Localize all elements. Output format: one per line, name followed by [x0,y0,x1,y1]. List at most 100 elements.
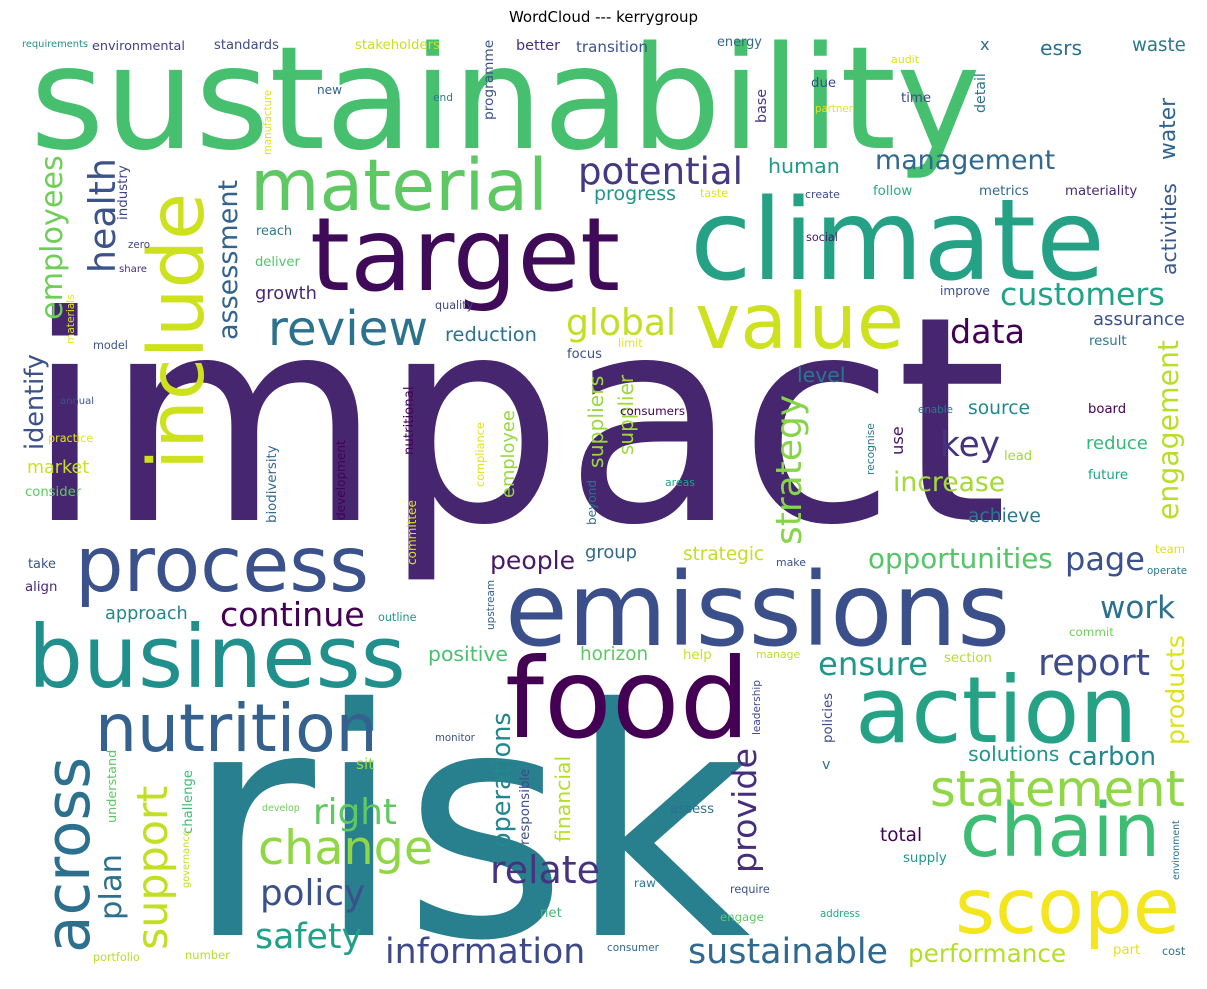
word-engage: engage [720,910,764,924]
word-carbon: carbon [1068,742,1157,772]
word-assess: assess [670,802,715,817]
word-align: align [25,580,58,595]
word-metrics: metrics [979,184,1029,199]
word-energy: energy [717,36,762,50]
word-esrs: esrs [1040,36,1083,60]
word-compliance: compliance [474,422,487,487]
word-market: market [27,458,90,478]
word-materiality: materiality [1065,184,1138,199]
word-performance: performance [908,939,1067,968]
word-x: x [980,36,990,54]
word-limit: limit [618,337,643,350]
word-growth: growth [255,283,317,304]
word-supply: supply [903,851,947,866]
word-change: change [258,821,434,876]
word-due: due [811,76,837,91]
word-sustainable: sustainable [688,932,889,970]
word-cloud: impact risk sustainability climate target emi… [20,36,1189,970]
word-opportunities: opportunities [868,542,1053,575]
word-development: development [334,440,348,520]
word-key: key [940,425,1001,465]
word-impact: impact [25,256,1008,588]
word-transition: transition [576,38,648,56]
word-make: make [776,556,806,569]
word-human: human [768,154,840,178]
word-cost: cost [1162,945,1186,958]
word-industry: industry [116,165,131,220]
word-v: v [822,757,831,773]
word-potential: potential [578,150,743,193]
word-increase: increase [893,467,1006,498]
word-operations: operations [487,712,517,848]
word-areas: areas [665,476,695,489]
word-beyond: beyond [585,479,599,525]
word-social: social [806,231,838,244]
word-time: time [901,91,932,106]
word-chain: chain [960,788,1161,874]
word-financial: financial [551,755,575,842]
word-base: base [754,88,770,123]
word-emissions: emissions [505,551,1011,670]
word-better: better [516,38,561,54]
word-challenge: challenge [181,770,196,834]
word-develop: develop [262,803,300,814]
word-value: value [695,278,904,367]
word-reduction: reduction [445,323,537,346]
word-source: source [968,398,1031,419]
word-quality: quality [435,299,474,312]
word-recognise: recognise [864,423,877,475]
word-employees: employees [35,155,70,320]
word-number: number [185,948,230,962]
word-water: water [1156,97,1181,160]
word-data: data [950,312,1025,351]
word-use: use [888,426,907,455]
word-committee: committee [405,500,419,565]
word-new: new [317,83,342,97]
word-consumers: consumers [620,404,686,418]
word-action: action [855,657,1138,764]
word-report: report [1038,641,1151,684]
word-page: page [1065,540,1145,578]
word-result: result [1089,334,1127,349]
word-customers: customers [1000,277,1165,313]
word-practice: practice [48,432,94,445]
word-identify: identify [20,354,50,450]
word-sustainability: sustainability [30,36,981,182]
word-global: global [566,302,677,344]
word-portfolio: portfolio [93,951,140,964]
word-right: right [313,792,397,833]
word-activities: activities [1157,183,1181,275]
word-understand: understand [105,749,120,823]
wordcloud-title: WordCloud --- kerrygroup [508,8,699,26]
word-programme: programme [481,39,497,120]
word-address: address [820,909,861,920]
word-ensure: ensure [818,645,929,683]
word-leadership: leadership [751,680,763,735]
word-information: information [385,932,586,970]
word-total: total [880,825,923,846]
word-board: board [1088,402,1127,417]
word-reduce: reduce [1086,433,1148,454]
word-follow: follow [873,184,913,199]
word-part: part [1113,943,1141,958]
word-responsible: responsible [518,768,533,845]
word-assessment: assessment [213,179,244,340]
word-consumer: consumer [607,942,659,954]
word-policy: policy [260,873,366,914]
word-achieve: achieve [968,506,1041,527]
word-manage: manage [756,648,801,661]
word-commit: commit [1069,625,1114,639]
word-monitor: monitor [435,733,475,744]
word-climate: climate [690,176,1106,306]
word-standards: standards [214,38,279,53]
word-strategic: strategic [683,544,765,565]
word-strategy: strategy [769,394,810,545]
word-group: group [585,542,637,563]
word-raw: raw [634,876,656,890]
word-partner: partner [815,104,853,115]
word-stakeholders: stakeholders [355,38,440,53]
word-continue: continue [220,595,365,634]
word-net: net [540,906,562,921]
word-environment: environment [1171,820,1182,880]
word-model: model [93,339,128,352]
